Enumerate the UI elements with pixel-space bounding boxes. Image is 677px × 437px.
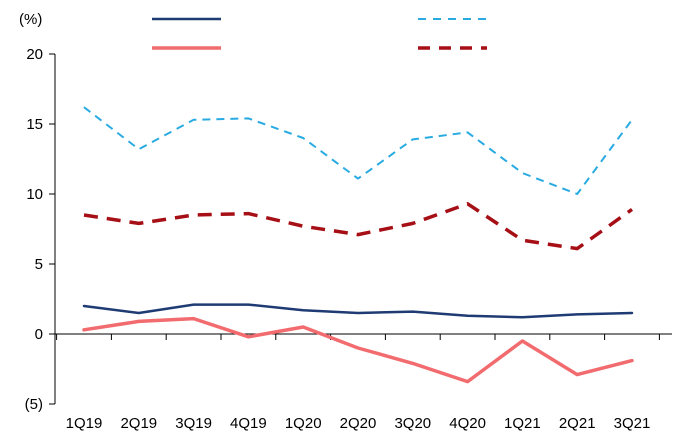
x-tick-label: 3Q21 — [614, 415, 651, 432]
data-point — [521, 316, 523, 318]
data-point — [521, 172, 523, 174]
data-point — [83, 329, 85, 331]
y-tick-label: 15 — [26, 116, 43, 133]
y-tick-label: 10 — [26, 186, 43, 203]
data-point — [576, 373, 578, 375]
data-point — [138, 222, 140, 224]
series-line-navy-solid — [82, 303, 634, 319]
data-point — [192, 119, 194, 121]
data-point — [466, 315, 468, 317]
x-tick-label: 2Q19 — [120, 415, 157, 432]
data-point — [412, 310, 414, 312]
data-point — [631, 208, 633, 210]
data-point — [83, 214, 85, 216]
data-point — [357, 233, 359, 235]
data-point — [357, 312, 359, 314]
data-point — [247, 336, 249, 338]
y-tick-label: (5) — [25, 396, 43, 413]
x-tick-label: 1Q20 — [285, 415, 322, 432]
data-point — [576, 247, 578, 249]
y-tick-label: 20 — [26, 46, 43, 63]
series-line-red-solid — [82, 316, 634, 384]
data-point — [466, 203, 468, 205]
series-darkred-dashed — [83, 202, 634, 251]
data-point — [412, 138, 414, 140]
x-tick-label: 2Q21 — [559, 415, 596, 432]
series-red-solid — [82, 316, 634, 384]
series-layer — [82, 106, 634, 384]
series-navy-solid — [82, 303, 634, 319]
data-point — [302, 137, 304, 139]
data-point — [138, 312, 140, 314]
data-point — [521, 340, 523, 342]
axes: 20 15 10 5 0 (5) 1Q19 2Q19 3Q19 4Q19 1Q20 2Q20 3Q20 4… — [25, 46, 672, 432]
series-line-blue-dashed — [83, 106, 633, 195]
data-point — [192, 214, 194, 216]
data-point — [192, 317, 194, 319]
data-point — [302, 309, 304, 311]
data-point — [631, 312, 633, 314]
data-point — [192, 303, 194, 305]
x-tick-label: 3Q19 — [175, 415, 212, 432]
x-tick-label: 4Q19 — [230, 415, 267, 432]
x-tick-label: 1Q21 — [504, 415, 541, 432]
data-point — [576, 193, 578, 195]
data-point — [83, 305, 85, 307]
legend — [152, 17, 487, 50]
data-point — [302, 326, 304, 328]
data-point — [83, 106, 85, 108]
y-axis-label: (%) — [19, 11, 42, 28]
data-point — [466, 380, 468, 382]
data-point — [357, 177, 359, 179]
data-point — [631, 119, 633, 121]
y-tick-label: 5 — [35, 256, 43, 273]
data-point — [631, 359, 633, 361]
x-tick-label: 2Q20 — [340, 415, 377, 432]
x-tick-label: 4Q20 — [449, 415, 486, 432]
data-point — [138, 148, 140, 150]
data-point — [466, 131, 468, 133]
data-point — [521, 239, 523, 241]
data-point — [412, 222, 414, 224]
data-point — [302, 225, 304, 227]
x-tick-label: 3Q20 — [394, 415, 431, 432]
x-tick-label: 1Q19 — [66, 415, 103, 432]
data-point — [247, 303, 249, 305]
data-point — [357, 347, 359, 349]
series-blue-dashed — [83, 106, 633, 195]
data-point — [412, 362, 414, 364]
data-point — [138, 320, 140, 322]
y-tick-label: 0 — [35, 326, 43, 343]
series-line-darkred-dashed — [83, 202, 634, 251]
data-point — [576, 313, 578, 315]
data-point — [247, 117, 249, 119]
data-point — [247, 212, 249, 214]
